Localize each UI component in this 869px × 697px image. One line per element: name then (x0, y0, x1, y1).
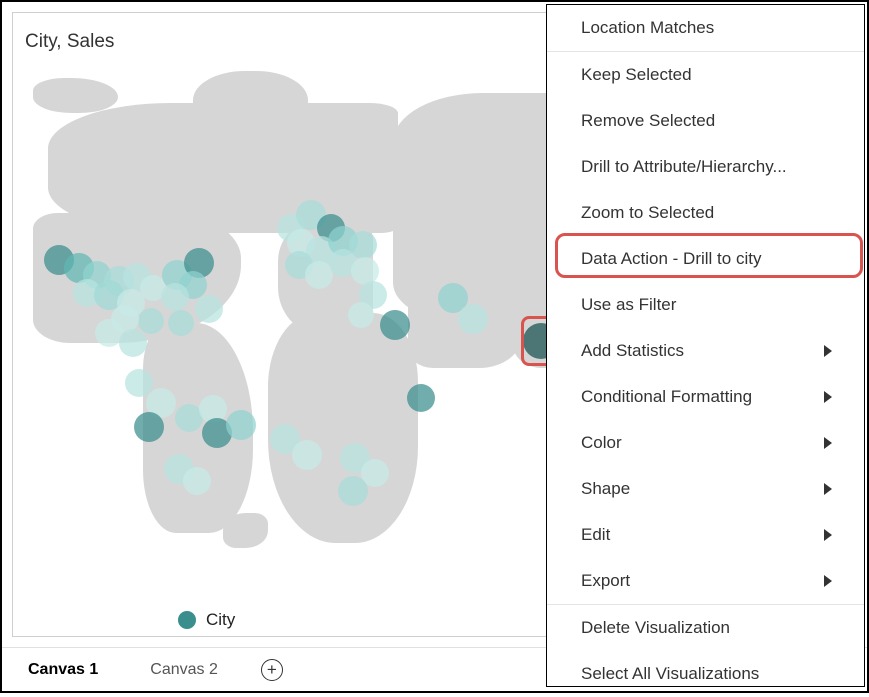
submenu-arrow-icon (824, 437, 832, 449)
legend-dot-icon (178, 611, 196, 629)
add-canvas-button[interactable]: + (254, 652, 290, 688)
city-bubble[interactable] (380, 310, 410, 340)
city-bubble[interactable] (183, 467, 211, 495)
menu-item-label: Drill to Attribute/Hierarchy... (581, 157, 787, 177)
menu-item[interactable]: Location Matches (547, 5, 864, 51)
menu-item[interactable]: Shape (547, 466, 864, 512)
landmass (33, 78, 118, 113)
menu-item[interactable]: Keep Selected (547, 52, 864, 98)
menu-item-label: Location Matches (581, 18, 714, 38)
legend: City (178, 610, 235, 630)
menu-item[interactable]: Conditional Formatting (547, 374, 864, 420)
city-bubble[interactable] (195, 295, 223, 323)
menu-item[interactable]: Edit (547, 512, 864, 558)
city-bubble[interactable] (338, 476, 368, 506)
menu-item-label: Use as Filter (581, 295, 676, 315)
menu-item-label: Conditional Formatting (581, 387, 752, 407)
menu-item[interactable]: Zoom to Selected (547, 190, 864, 236)
canvas-tab[interactable]: Canvas 2 (124, 648, 244, 691)
landmass (223, 513, 268, 548)
menu-item[interactable]: Add Statistics (547, 328, 864, 374)
city-bubble[interactable] (134, 412, 164, 442)
menu-item-label: Edit (581, 525, 610, 545)
menu-item-label: Color (581, 433, 622, 453)
menu-item[interactable]: Use as Filter (547, 282, 864, 328)
menu-item-label: Add Statistics (581, 341, 684, 361)
city-bubble[interactable] (407, 384, 435, 412)
city-bubble[interactable] (458, 304, 488, 334)
menu-item-label: Delete Visualization (581, 618, 730, 638)
city-bubble[interactable] (292, 440, 322, 470)
submenu-arrow-icon (824, 483, 832, 495)
canvas-tab[interactable]: Canvas 1 (2, 648, 124, 691)
city-bubble[interactable] (168, 310, 194, 336)
city-bubble[interactable] (348, 302, 374, 328)
city-bubble[interactable] (119, 329, 147, 357)
landmass (193, 71, 308, 136)
context-menu: Location Matches Keep Selected Remove Sele… (546, 4, 865, 687)
legend-label: City (206, 610, 235, 630)
plus-icon: + (261, 659, 283, 681)
map-title: City, Sales (25, 31, 114, 53)
menu-item-label: Export (581, 571, 630, 591)
menu-item-label: Zoom to Selected (581, 203, 714, 223)
city-bubble[interactable] (226, 410, 256, 440)
menu-item-label: Keep Selected (581, 65, 692, 85)
city-bubble[interactable] (161, 283, 189, 311)
menu-item-label: Shape (581, 479, 630, 499)
menu-item[interactable]: Data Action - Drill to city (547, 236, 864, 282)
menu-item[interactable]: Select All Visualizations (547, 651, 864, 697)
menu-item-label: Remove Selected (581, 111, 715, 131)
city-bubble[interactable] (138, 308, 164, 334)
menu-item[interactable]: Remove Selected (547, 98, 864, 144)
submenu-arrow-icon (824, 345, 832, 357)
menu-item[interactable]: Export (547, 558, 864, 604)
menu-item[interactable]: Drill to Attribute/Hierarchy... (547, 144, 864, 190)
menu-item-label: Select All Visualizations (581, 664, 759, 684)
city-bubble[interactable] (349, 231, 377, 259)
menu-item[interactable]: Delete Visualization (547, 605, 864, 651)
submenu-arrow-icon (824, 391, 832, 403)
submenu-arrow-icon (824, 529, 832, 541)
submenu-arrow-icon (824, 575, 832, 587)
menu-item[interactable]: Color (547, 420, 864, 466)
menu-item-label: Data Action - Drill to city (581, 249, 761, 269)
